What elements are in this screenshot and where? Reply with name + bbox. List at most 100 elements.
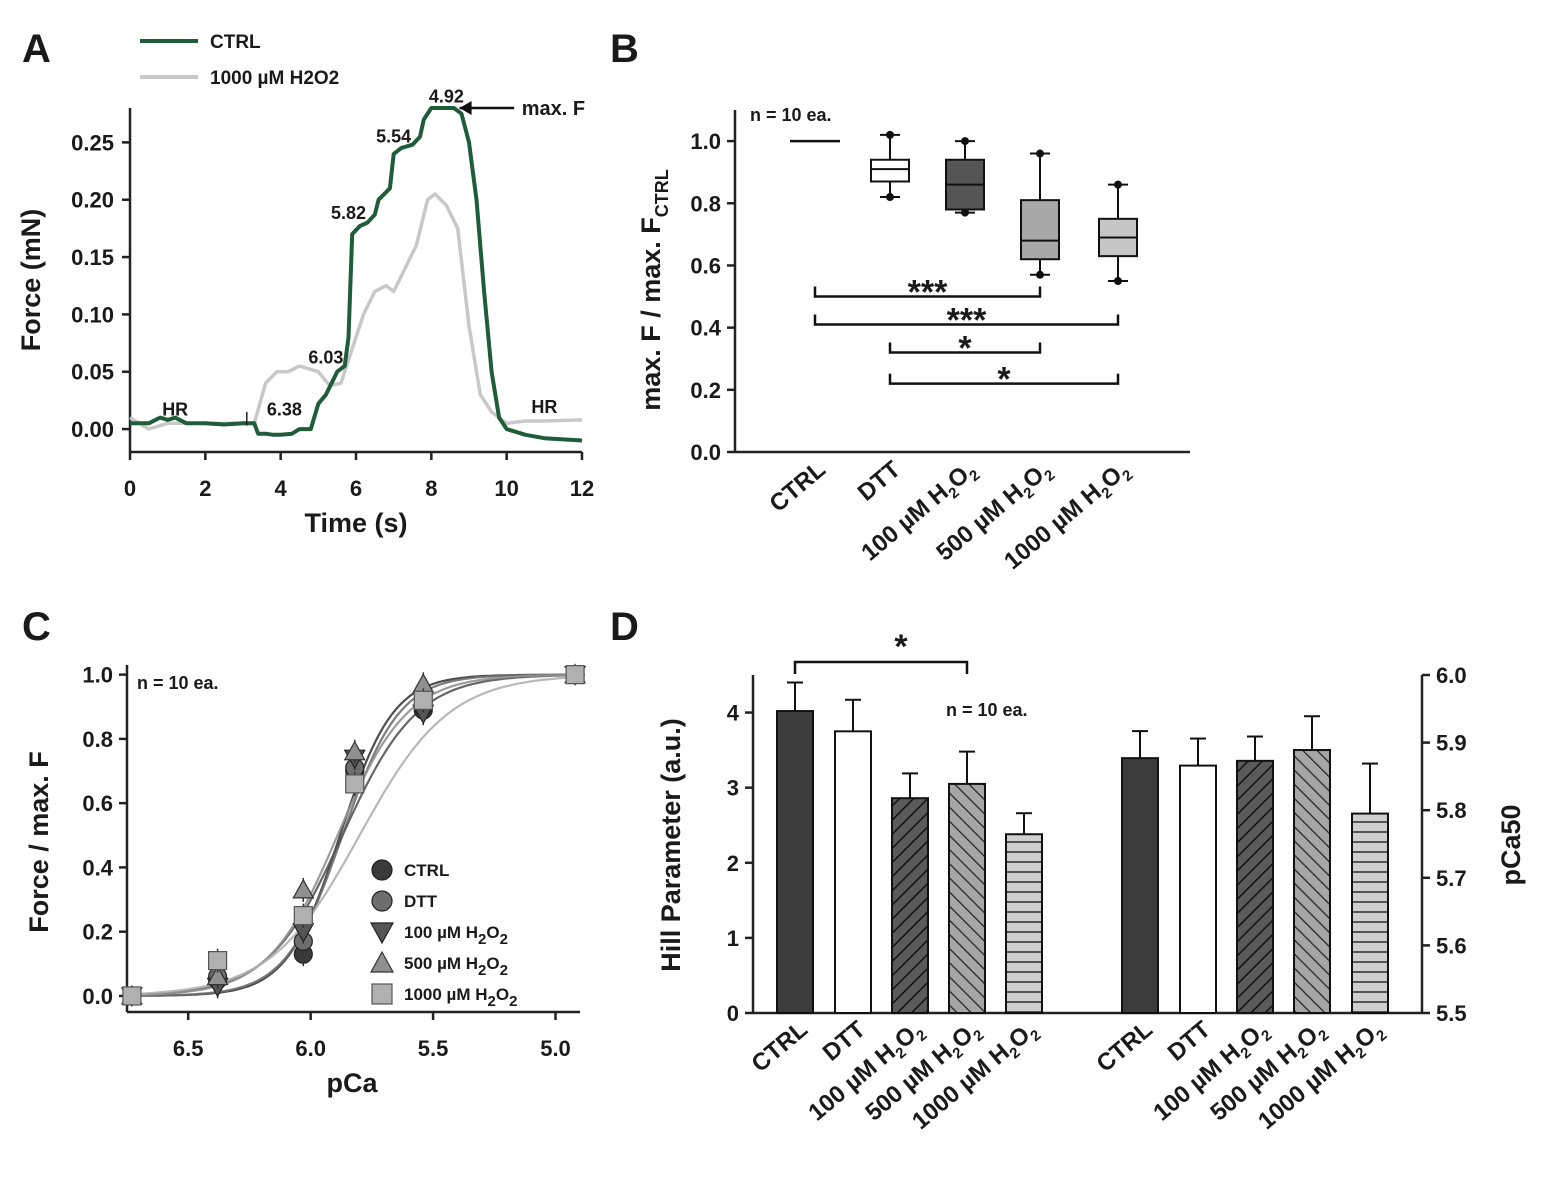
panel-a-ytick-label: 0.05 — [71, 360, 114, 385]
panel-c-legend-label-100-m-h-o: 100 µM H2O2 — [404, 923, 508, 948]
panel-d-bar-pca50-dtt — [1179, 764, 1217, 1014]
panel-c-ytick-label: 0.2 — [82, 920, 113, 945]
panel-d-bar-hill-parameter-ctrl — [776, 710, 814, 1014]
panel-a-annotation: 6.03 — [308, 348, 343, 368]
panel-d-bar-hill-parameter-100-m-h-o — [891, 797, 929, 1015]
panel-a-ytick-label: 0.25 — [71, 130, 114, 155]
panel-c-point-500-m-h-o — [292, 878, 315, 899]
panel-b-significance-bracket — [813, 286, 1042, 298]
panel-c-legend-label-ctrl: CTRL — [404, 861, 449, 880]
panel-b-significance-label: *** — [947, 302, 987, 340]
panel-b-ylabel: max. F / max. FCTRL — [636, 169, 672, 411]
panel-c-fit-curve-500-m-h-o — [126, 673, 581, 997]
panel-d-bar-pca50-ctrl — [1121, 757, 1159, 1015]
panel-c-xtick-label: 5.0 — [540, 1036, 571, 1061]
panel-b-outlier-point — [961, 208, 969, 217]
panel-d-ytick-label: 2 — [727, 851, 739, 876]
panel-b-outlier-point — [1114, 277, 1122, 285]
panel-b-n-note: n = 10 ea. — [750, 105, 832, 125]
panel-b-significance-label: *** — [908, 274, 948, 312]
panel-c-n-note: n = 10 ea. — [137, 673, 219, 693]
panel-c-fit-curve-ctrl — [127, 673, 580, 997]
panel-b-significance-bracket — [888, 342, 1042, 354]
panel-b-outlier-point — [961, 137, 969, 146]
panel-a-xtick-label: 6 — [350, 476, 362, 501]
panel-d-bar-pca50-500-m-h-o — [1293, 749, 1331, 1014]
panel-b-category-label: DTT — [853, 456, 906, 507]
panel-d-y2tick-label: 5.6 — [1436, 933, 1467, 958]
panel-d-category-label: CTRL — [1091, 1016, 1157, 1078]
panel-c-legend-label-dtt: DTT — [404, 892, 438, 911]
panel-b-category-label: CTRL — [764, 456, 830, 518]
panel-c-xtick-label: 6.0 — [295, 1036, 326, 1061]
panel-b-significance-bracket — [813, 314, 1120, 326]
panel-d-category-label: CTRL — [746, 1016, 812, 1078]
panel-b-outlier-point — [1036, 149, 1044, 158]
panel-b-outlier-point — [886, 193, 894, 202]
panel-b-ytick-label: 0.2 — [690, 378, 721, 403]
panel-c-scatter-chart: 6.5 6.0 5.5 5.0 0.0 0.2 0.4 0.6 0.8 1.0 CTRL DTT 1… — [24, 663, 587, 1098]
legend-label-h2o2: 1000 µM H2O2 — [210, 68, 339, 89]
panel-b-ytick-label: 0.4 — [690, 316, 721, 341]
panel-d-y2tick-label: 5.7 — [1436, 866, 1467, 891]
panel-c-ytick-label: 1.0 — [82, 663, 113, 688]
panel-d-y2tick-label: 5.9 — [1436, 731, 1467, 756]
panel-b-ytick-label: 0.6 — [690, 253, 721, 278]
legend-label-ctrl: CTRL — [210, 32, 261, 53]
panel-a-ylabel: Force (mN) — [16, 209, 46, 352]
panel-b-significance-bracket — [888, 373, 1120, 385]
panel-d-significance-bracket — [793, 660, 969, 674]
panel-d-ytick-label: 1 — [727, 926, 739, 951]
panel-d-ylabel: Hill Parameter (a.u.) — [656, 718, 686, 972]
panel-a-xtick-label: 12 — [570, 476, 594, 501]
panel-b-ytick-label: 0.0 — [690, 440, 721, 465]
panel-c-legend-label-500-m-h-o: 500 µM H2O2 — [404, 954, 508, 979]
panel-a-xtick-label: 8 — [425, 476, 437, 501]
panel-c-point-500-m-h-o — [343, 740, 366, 761]
panel-c-fit-curve-100-m-h-o — [126, 674, 580, 997]
panel-a-annotation: 5.82 — [331, 203, 366, 223]
panel-c-ylabel: Force / max. F — [24, 751, 54, 933]
panel-d-bar-hill-parameter-500-m-h-o — [948, 782, 986, 1015]
panel-d-y2label: pCa50 — [1496, 804, 1526, 885]
panel-b-ytick-label: 1.0 — [690, 129, 721, 154]
panel-a-line-chart: 0 2 4 6 8 10 12 0.00 0.05 0.10 0.15 0.20 0.25 HR 6.3… — [16, 32, 594, 538]
panel-c-point-1000-m-h-o — [565, 665, 585, 685]
panel-d-ytick-label: 4 — [727, 701, 740, 726]
panel-c-legend-marker-1000-m-h-o — [371, 983, 393, 1005]
panel-c-point-500-m-h-o — [206, 965, 229, 986]
panel-c-legend-marker-dtt — [371, 890, 393, 912]
panel-b-letter: B — [610, 27, 639, 71]
panel-c-legend-label-1000-m-h-o: 1000 µM H2O2 — [404, 985, 517, 1010]
panel-c-point-1000-m-h-o — [293, 906, 313, 926]
panel-a-annotation: 4.92 — [429, 86, 464, 106]
panel-b-box-500-m-h-o — [1020, 199, 1060, 261]
panel-d-y2tick-label: 6.0 — [1436, 663, 1467, 688]
panel-a-ytick-label: 0.15 — [71, 245, 114, 270]
panel-c-ytick-label: 0.8 — [82, 727, 113, 752]
panel-c-xtick-label: 6.5 — [173, 1036, 204, 1061]
panel-c-point-1000-m-h-o — [345, 774, 365, 794]
panel-c-ytick-label: 0.0 — [82, 984, 113, 1009]
panel-d-bar-hill-parameter-1000-m-h-o — [1005, 833, 1043, 1014]
panel-d-ytick-label: 3 — [727, 776, 739, 801]
panel-c-legend-marker-500-m-h-o — [369, 950, 395, 973]
panel-c-legend-marker-100-m-h-o — [369, 922, 395, 945]
panel-d-letter: D — [610, 605, 639, 649]
panel-d-bar-pca50-1000-m-h-o — [1351, 812, 1389, 1015]
panel-b-significance-label: * — [997, 361, 1011, 399]
panel-c-fit-curve-dtt — [127, 673, 580, 997]
panel-a-xtick-label: 10 — [494, 476, 518, 501]
panel-c-point-1000-m-h-o — [208, 950, 228, 971]
panel-a-annotation: max. F — [522, 98, 585, 120]
panel-d-bar-hill-parameter-dtt — [834, 730, 872, 1014]
panel-c-ytick-label: 0.4 — [82, 855, 113, 880]
panel-c-point-1000-m-h-o — [122, 986, 142, 1006]
panel-b-ytick-label: 0.8 — [690, 191, 721, 216]
panel-b-significance-label: * — [958, 330, 972, 368]
panel-a-ytick-label: 0.00 — [71, 417, 114, 442]
panel-b-box-dtt — [870, 158, 910, 183]
panel-d-bar-pca50-100-m-h-o — [1236, 759, 1274, 1014]
panel-a-annotation: HR — [162, 399, 188, 419]
